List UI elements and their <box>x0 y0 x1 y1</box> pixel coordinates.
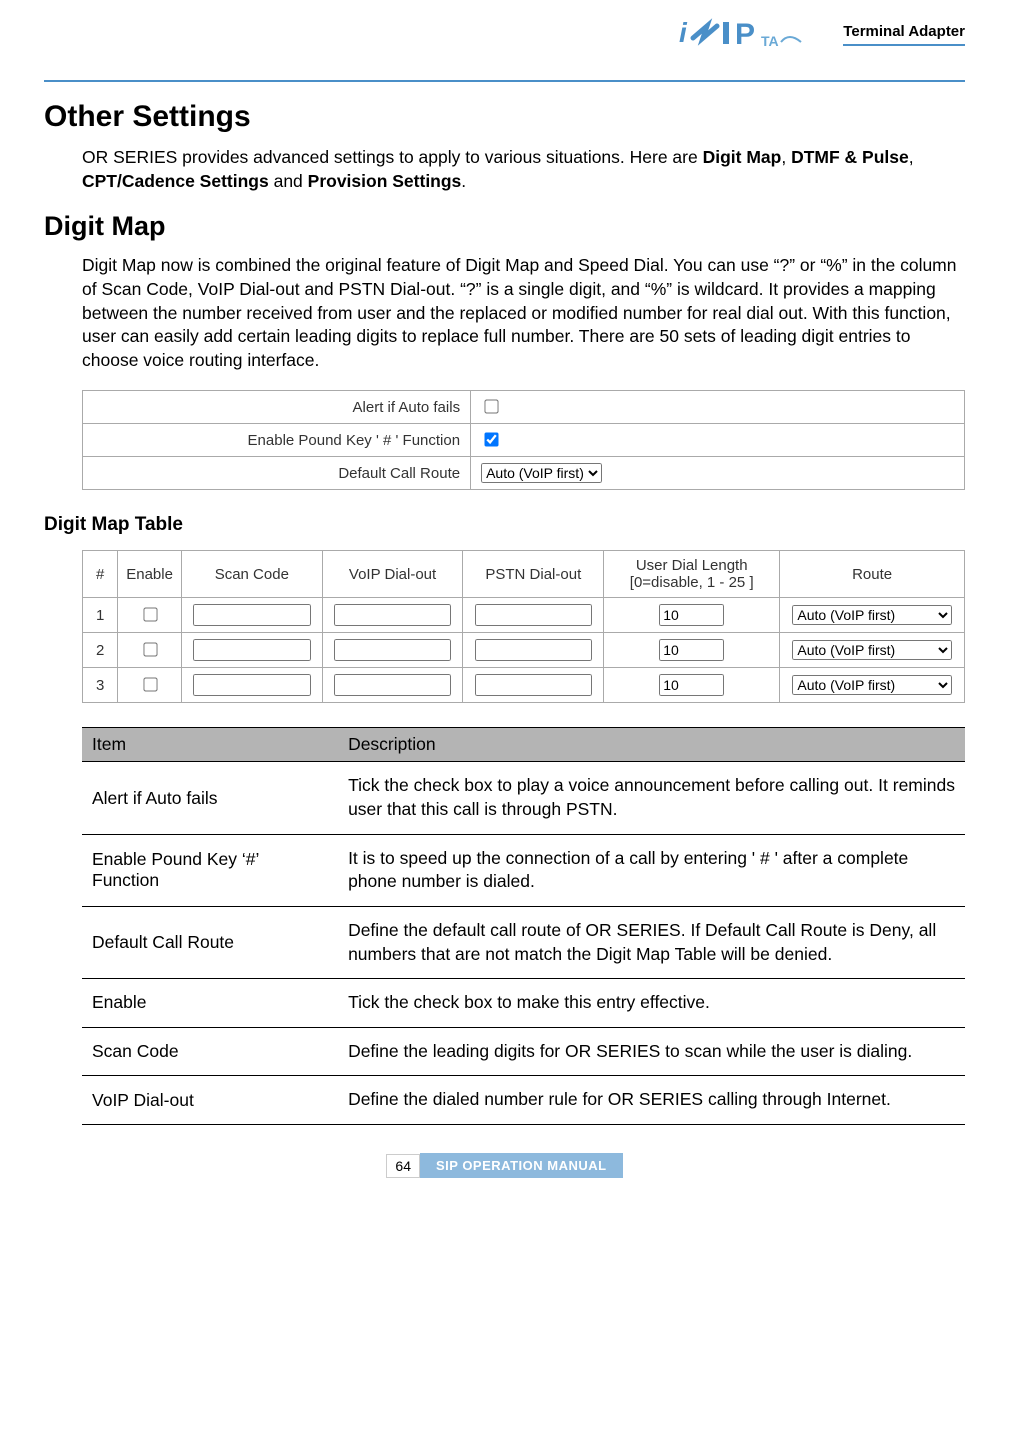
desc-item: Default Call Route <box>82 906 338 978</box>
col-pstn: PSTN Dial-out <box>463 551 604 598</box>
col-num: # <box>83 551 118 598</box>
row-route-select[interactable]: Auto (VoIP first) <box>792 675 951 695</box>
pound-label: Enable Pound Key ' # ' Function <box>83 424 471 457</box>
logo-icon: i P TA <box>679 18 829 52</box>
header-label: Terminal Adapter <box>843 23 965 46</box>
table-row: VoIP Dial-outDefine the dialed number ru… <box>82 1076 965 1125</box>
table-row: Default Call RouteDefine the default cal… <box>82 906 965 978</box>
col-len: User Dial Length [0=disable, 1 - 25 ] <box>604 551 780 598</box>
row-route-select[interactable]: Auto (VoIP first) <box>792 605 951 625</box>
desc-item: Enable <box>82 979 338 1028</box>
table-row: Alert if Auto failsTick the check box to… <box>82 762 965 834</box>
desc-text: Define the default call route of OR SERI… <box>338 906 965 978</box>
row-enable-checkbox[interactable] <box>143 608 157 622</box>
voip-dialout-input[interactable] <box>334 604 452 626</box>
table-row: 3 Auto (VoIP first) <box>83 668 965 703</box>
alert-label: Alert if Auto fails <box>83 391 471 424</box>
desc-text: Tick the check box to make this entry ef… <box>338 979 965 1028</box>
scan-code-input[interactable] <box>193 674 311 696</box>
col-voip: VoIP Dial-out <box>322 551 463 598</box>
dial-length-input[interactable] <box>659 639 724 661</box>
desc-item: VoIP Dial-out <box>82 1076 338 1125</box>
svg-text:P: P <box>735 18 755 51</box>
manual-label: SIP OPERATION MANUAL <box>420 1153 623 1178</box>
digit-map-table-heading: Digit Map Table <box>44 514 965 536</box>
pstn-dialout-input[interactable] <box>475 639 593 661</box>
description-table: Item Description Alert if Auto failsTick… <box>82 727 965 1125</box>
pound-checkbox[interactable] <box>484 433 498 447</box>
default-route-select[interactable]: Auto (VoIP first) <box>481 463 602 483</box>
row-num: 1 <box>83 598 118 633</box>
row-enable-checkbox[interactable] <box>143 643 157 657</box>
row-route-select[interactable]: Auto (VoIP first) <box>792 640 951 660</box>
row-num: 3 <box>83 668 118 703</box>
dial-length-input[interactable] <box>659 604 724 626</box>
settings-form: Alert if Auto fails Enable Pound Key ' #… <box>82 390 965 490</box>
col-scan: Scan Code <box>181 551 322 598</box>
svg-text:TA: TA <box>761 33 779 49</box>
desc-text: Tick the check box to play a voice annou… <box>338 762 965 834</box>
col-enable: Enable <box>118 551 182 598</box>
col-route: Route <box>780 551 965 598</box>
alert-checkbox[interactable] <box>484 400 498 414</box>
svg-text:i: i <box>679 18 688 48</box>
scan-code-input[interactable] <box>193 639 311 661</box>
desc-item: Alert if Auto fails <box>82 762 338 834</box>
desc-head-desc: Description <box>338 728 965 762</box>
page-title: Other Settings <box>44 100 965 134</box>
desc-text: Define the dialed number rule for OR SER… <box>338 1076 965 1125</box>
digit-map-table: # Enable Scan Code VoIP Dial-out PSTN Di… <box>82 550 965 703</box>
table-row: Scan CodeDefine the leading digits for O… <box>82 1027 965 1076</box>
pstn-dialout-input[interactable] <box>475 674 593 696</box>
desc-text: It is to speed up the connection of a ca… <box>338 834 965 906</box>
scan-code-input[interactable] <box>193 604 311 626</box>
table-row: 1 Auto (VoIP first) <box>83 598 965 633</box>
section-heading: Digit Map <box>44 211 965 242</box>
desc-head-item: Item <box>82 728 338 762</box>
desc-item: Scan Code <box>82 1027 338 1076</box>
table-row: 2 Auto (VoIP first) <box>83 633 965 668</box>
dial-length-input[interactable] <box>659 674 724 696</box>
pstn-dialout-input[interactable] <box>475 604 593 626</box>
intro-paragraph: OR SERIES provides advanced settings to … <box>82 146 965 193</box>
voip-dialout-input[interactable] <box>334 674 452 696</box>
desc-text: Define the leading digits for OR SERIES … <box>338 1027 965 1076</box>
voip-dialout-input[interactable] <box>334 639 452 661</box>
page-number: 64 <box>386 1154 420 1178</box>
table-row: Enable Pound Key ‘#’ FunctionIt is to sp… <box>82 834 965 906</box>
desc-item: Enable Pound Key ‘#’ Function <box>82 834 338 906</box>
row-num: 2 <box>83 633 118 668</box>
route-label: Default Call Route <box>83 457 471 490</box>
row-enable-checkbox[interactable] <box>143 678 157 692</box>
page-footer: 64SIP OPERATION MANUAL <box>0 1153 1009 1189</box>
digit-map-paragraph: Digit Map now is combined the original f… <box>82 254 965 372</box>
table-row: EnableTick the check box to make this en… <box>82 979 965 1028</box>
